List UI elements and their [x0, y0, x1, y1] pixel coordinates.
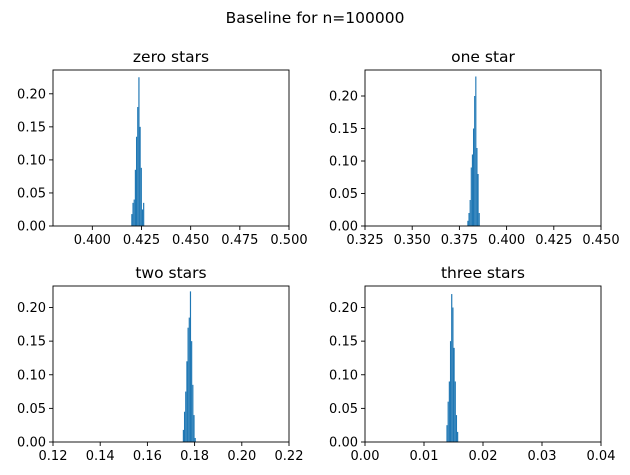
- y-tick-label-one-star-0: 0.00: [329, 220, 358, 235]
- histogram-bar-one-star-1: [468, 213, 470, 226]
- subplot-title-zero-stars: zero stars: [133, 48, 209, 66]
- histogram-bar-two-stars-0: [182, 429, 184, 442]
- x-tick-label-one-star-3: 0.400: [488, 233, 525, 248]
- subplot-title-two-stars: two stars: [135, 264, 206, 282]
- x-tick-label-two-stars-2: 0.16: [133, 449, 162, 464]
- histogram-bar-three-stars-2: [448, 381, 450, 442]
- y-tick-label-two-stars-3: 0.15: [17, 335, 46, 350]
- y-tick-label-zero-stars-2: 0.10: [17, 153, 46, 168]
- histogram-bar-two-stars-1: [183, 411, 186, 442]
- y-tick-label-one-star-2: 0.10: [329, 155, 358, 170]
- subplot-three-stars: three stars 0.00 0.01 0.02 0.03 0.04 0.00 0.05 0…: [329, 264, 615, 464]
- y-tick-label-zero-stars-0: 0.00: [17, 220, 46, 235]
- subplot-title-three-stars: three stars: [441, 264, 525, 282]
- x-tick-label-one-star-4: 0.425: [535, 233, 572, 248]
- histogram-bar-three-stars-7: [454, 381, 456, 442]
- y-tick-label-zero-stars-1: 0.05: [17, 186, 46, 201]
- histogram-bar-three-stars-8: [455, 415, 458, 442]
- x-tick-label-one-star-5: 0.450: [582, 233, 619, 248]
- histogram-bar-two-stars-7: [191, 341, 193, 442]
- y-tick-label-zero-stars-3: 0.15: [17, 120, 46, 135]
- histogram-bar-one-star-9: [477, 174, 479, 226]
- histogram-bar-zero-stars-2: [133, 199, 135, 226]
- histogram-bar-two-stars-4: [187, 327, 189, 442]
- histogram-bar-one-star-3: [470, 167, 472, 226]
- y-tick-label-one-star-3: 0.15: [329, 122, 358, 137]
- histogram-bar-two-stars-9: [193, 415, 195, 442]
- histogram-bar-one-star-6: [474, 96, 476, 226]
- figure-suptitle: Baseline for n=100000: [226, 9, 405, 27]
- x-tick-label-two-stars-1: 0.14: [86, 449, 115, 464]
- axes-frame-three-stars: [364, 285, 602, 443]
- x-tick-label-three-stars-2: 0.02: [469, 449, 498, 464]
- y-tick-label-three-stars-1: 0.05: [329, 402, 358, 417]
- histogram-bar-two-stars-5: [188, 317, 190, 442]
- histogram-bar-three-stars-9: [457, 431, 459, 442]
- histogram-bar-zero-stars-1: [132, 202, 134, 226]
- histogram-bar-zero-stars-6: [138, 77, 140, 227]
- histogram-bar-one-star-10: [478, 213, 480, 226]
- histogram-bar-one-star-2: [469, 200, 471, 226]
- axes-frame-two-stars: [52, 285, 290, 443]
- subplot-two-stars: two stars 0.12 0.14 0.16 0.18 0.20 0.22 0.00 0.0…: [17, 264, 303, 464]
- histogram-bar-three-stars-1: [447, 401, 449, 442]
- histogram-bar-zero-stars-8: [140, 167, 142, 226]
- x-tick-label-zero-stars-0: 0.400: [74, 233, 111, 248]
- histogram-bar-zero-stars-10: [143, 202, 145, 226]
- x-tick-label-two-stars-3: 0.18: [180, 449, 209, 464]
- histogram-bar-three-stars-4: [451, 294, 453, 442]
- y-tick-label-two-stars-1: 0.05: [17, 402, 46, 417]
- x-tick-label-zero-stars-2: 0.450: [172, 233, 209, 248]
- histogram-bar-one-star-7: [475, 76, 477, 226]
- x-tick-label-one-star-2: 0.375: [441, 233, 478, 248]
- y-tick-label-two-stars-0: 0.00: [17, 436, 46, 451]
- histogram-bar-three-stars-5: [452, 307, 454, 442]
- histogram-bar-one-star-5: [472, 128, 475, 226]
- subplot-title-one-star: one star: [451, 48, 515, 66]
- subplot-zero-stars: zero stars 0.400 0.425 0.450 0.475 0.500 0.00 0…: [17, 48, 308, 248]
- x-tick-label-zero-stars-3: 0.475: [221, 233, 258, 248]
- y-tick-label-zero-stars-4: 0.20: [17, 87, 46, 102]
- histogram-bar-three-stars-6: [453, 347, 455, 442]
- x-tick-label-three-stars-3: 0.03: [528, 449, 557, 464]
- histogram-bar-two-stars-8: [192, 384, 194, 442]
- axes-frame-one-star: [364, 69, 602, 227]
- x-tick-label-one-star-1: 0.350: [394, 233, 431, 248]
- histogram-bar-one-star-4: [471, 154, 473, 226]
- x-tick-label-three-stars-4: 0.04: [587, 449, 616, 464]
- x-tick-label-one-star-0: 0.325: [346, 233, 383, 248]
- histogram-bar-two-stars-10: [194, 437, 196, 442]
- y-tick-label-three-stars-3: 0.15: [329, 335, 358, 350]
- histogram-bar-zero-stars-5: [137, 107, 139, 226]
- axes-frame-zero-stars: [52, 69, 290, 227]
- y-tick-label-one-star-1: 0.05: [329, 187, 358, 202]
- y-tick-label-two-stars-4: 0.20: [17, 301, 46, 316]
- histogram-bar-zero-stars-7: [139, 126, 141, 226]
- x-tick-label-two-stars-5: 0.22: [275, 449, 304, 464]
- y-tick-label-three-stars-4: 0.20: [329, 301, 358, 316]
- histogram-bar-one-star-8: [476, 148, 478, 226]
- histogram-bar-two-stars-3: [186, 361, 188, 442]
- y-tick-label-three-stars-2: 0.10: [329, 368, 358, 383]
- histogram-bar-zero-stars-3: [134, 169, 136, 226]
- histogram-bar-one-star-0: [467, 220, 469, 226]
- histogram-bar-two-stars-2: [185, 391, 187, 442]
- histogram-bar-zero-stars-0: [131, 214, 133, 226]
- x-tick-label-three-stars-1: 0.01: [410, 449, 439, 464]
- subplot-one-star: one star 0.325 0.350 0.375 0.400 0.425 0.450 0.…: [329, 48, 620, 248]
- histogram-bar-zero-stars-4: [135, 136, 138, 226]
- histogram-bar-two-stars-6: [189, 291, 192, 442]
- x-tick-label-two-stars-0: 0.12: [39, 449, 68, 464]
- x-tick-label-zero-stars-4: 0.500: [270, 233, 307, 248]
- y-tick-label-two-stars-2: 0.10: [17, 368, 46, 383]
- y-tick-label-three-stars-0: 0.00: [329, 436, 358, 451]
- x-tick-label-two-stars-4: 0.20: [227, 449, 256, 464]
- histogram-bar-three-stars-0: [446, 425, 448, 442]
- y-tick-label-one-star-4: 0.20: [329, 90, 358, 105]
- x-tick-label-three-stars-0: 0.00: [351, 449, 380, 464]
- histogram-bar-zero-stars-9: [141, 209, 144, 226]
- x-tick-label-zero-stars-1: 0.425: [123, 233, 160, 248]
- histogram-bar-three-stars-3: [449, 341, 452, 442]
